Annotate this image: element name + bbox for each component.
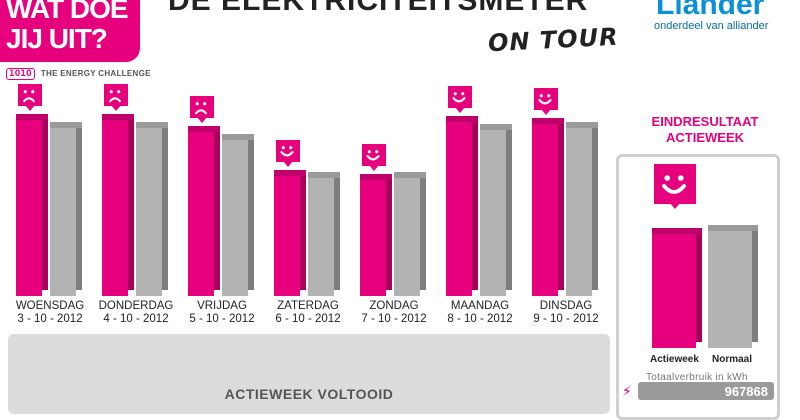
day-name: ZONDAG (369, 300, 419, 312)
total-consumption-label: Totaalverbruik in kWh (646, 372, 748, 383)
day-name: WOENSDAG (15, 300, 85, 312)
result-title-line1: EINDRESULTAAT (651, 114, 759, 129)
bar-actieweek-3 (274, 170, 306, 296)
page-subtitle: ON TOUR (487, 22, 620, 58)
bar-actieweek-5 (446, 116, 478, 296)
bar-normaal-3 (308, 172, 340, 296)
liander-tagline: onderdeel van alliander (654, 20, 769, 32)
happy-smiley-icon (276, 140, 300, 167)
status-banner-text: ACTIEWEEK VOLTOOID (224, 386, 394, 402)
bar-actieweek-2 (188, 126, 220, 296)
bar-normaal-0 (50, 122, 82, 296)
day-date: 4 - 10 - 2012 (103, 313, 169, 325)
sad-smiley-icon (104, 84, 128, 111)
energy-challenge-tagline: 1O1O THE ENERGY CHALLENGE (6, 68, 151, 80)
day-label: DINSDAG 9 - 10 - 2012 (526, 300, 606, 326)
happy-smiley-icon (362, 144, 386, 171)
status-banner (8, 334, 610, 414)
bar-normaal-6 (566, 122, 598, 296)
result-title: EINDRESULTAAT ACTIEWEEK (630, 114, 780, 146)
liander-logo: Liander (656, 0, 765, 21)
bar-actieweek-0 (16, 114, 48, 296)
energy-challenge-text: THE ENERGY CHALLENGE (40, 69, 151, 78)
page-title: DE ELEKTRICITEITSMETER (168, 0, 589, 17)
result-bar-normaal (708, 225, 758, 348)
bar-normaal-2 (222, 134, 254, 296)
day-date: 6 - 10 - 2012 (275, 313, 341, 325)
day-label: VRIJDAG 5 - 10 - 2012 (182, 300, 262, 326)
lightning-icon: ⚡ (622, 383, 632, 399)
normaal-label: Normaal (712, 354, 753, 365)
day-label: DONDERDAG 4 - 10 - 2012 (96, 300, 176, 326)
result-title-line2: ACTIEWEEK (666, 130, 744, 145)
day-name: DINSDAG (539, 300, 593, 312)
bar-normaal-5 (480, 124, 512, 296)
wat-doe-jij-uit-logo: WAT DOE JIJ UIT? (0, 0, 140, 62)
result-bar-actieweek (652, 227, 702, 348)
logo-line1: WAT DOE (6, 0, 129, 24)
day-date: 9 - 10 - 2012 (533, 313, 599, 325)
day-name: VRIJDAG (197, 300, 247, 312)
actieweek-label: Actieweek (650, 354, 699, 365)
day-date: 8 - 10 - 2012 (447, 313, 513, 325)
day-label: MAANDAG 8 - 10 - 2012 (440, 300, 520, 326)
logo-line2: JIJ UIT? (6, 23, 108, 54)
day-label: ZATERDAG 6 - 10 - 2012 (268, 300, 348, 326)
bar-normaal-4 (394, 172, 426, 296)
day-date: 3 - 10 - 2012 (17, 313, 83, 325)
energy-challenge-mark-icon: 1O1O (6, 68, 35, 80)
bar-normaal-1 (136, 122, 168, 296)
bar-actieweek-1 (102, 114, 134, 296)
day-label: WOENSDAG 3 - 10 - 2012 (10, 300, 90, 326)
day-name: ZATERDAG (277, 300, 339, 312)
sad-smiley-icon (190, 96, 214, 123)
happy-smiley-icon (534, 88, 558, 115)
day-name: DONDERDAG (98, 300, 174, 312)
day-label: ZONDAG 7 - 10 - 2012 (354, 300, 434, 326)
happy-smiley-icon (448, 86, 472, 113)
kwh-counter: 967868 (638, 382, 774, 400)
happy-smiley-icon (654, 164, 696, 209)
day-date: 5 - 10 - 2012 (189, 313, 255, 325)
sad-smiley-icon (18, 84, 42, 111)
day-date: 7 - 10 - 2012 (361, 313, 427, 325)
day-name: MAANDAG (450, 300, 510, 312)
bar-actieweek-4 (360, 174, 392, 296)
bar-actieweek-6 (532, 118, 564, 296)
